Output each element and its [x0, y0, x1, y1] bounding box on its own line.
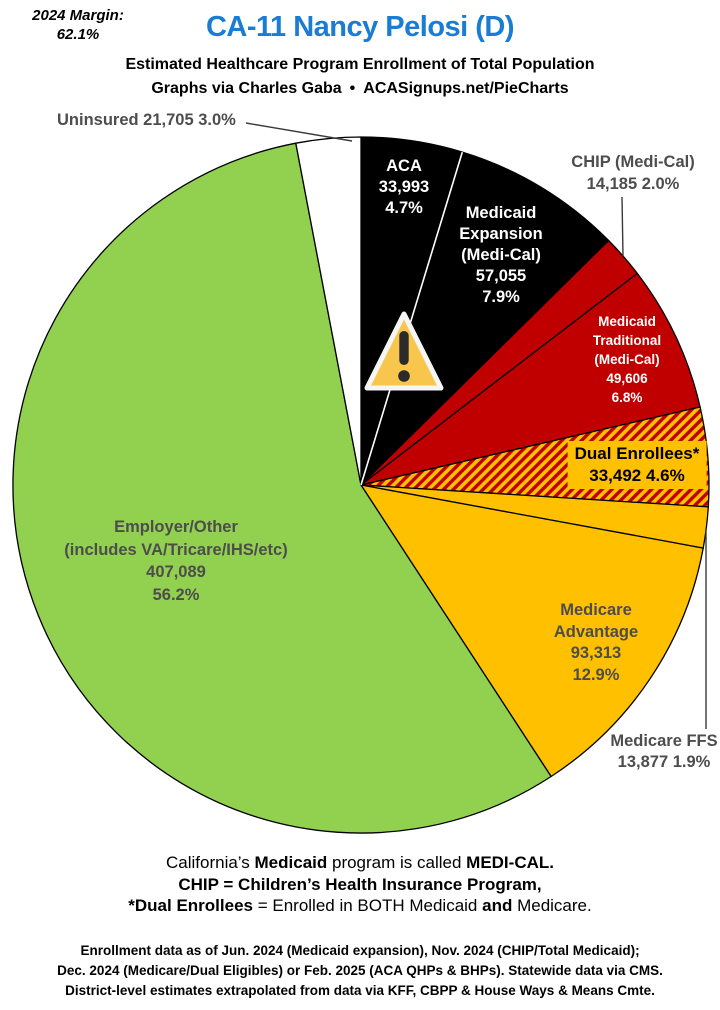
label-line: 49,606 [606, 371, 648, 386]
label-line: Dec. 2024 (Medicare/Dual Eligibles) or F… [57, 963, 663, 978]
label-line: Employer/Other [114, 518, 238, 536]
label-line: Medicaid [598, 314, 656, 329]
note-line: *Dual Enrollees = Enrolled in BOTH Medic… [0, 895, 720, 917]
note-segment: Medicare. [512, 896, 592, 915]
label-line: 6.8% [611, 390, 643, 405]
label-line: 14,185 2.0% [586, 175, 680, 193]
label-line: 93,313 [570, 644, 622, 662]
label-line: (includes VA/Tricare/IHS/etc) [64, 540, 288, 559]
note-segment: CHIP = Children’s Health Insurance Progr… [178, 874, 542, 894]
pie-overlays [245, 122, 707, 729]
aca-expansion-divider [360, 151, 464, 486]
label-line: Dual Enrollees* [574, 444, 700, 463]
label-line: Traditional [592, 333, 662, 348]
label-line: 56.2% [152, 585, 200, 604]
label-line: 57,055 [475, 267, 527, 285]
label-aca: ACA 33,993 4.7% [379, 156, 429, 219]
label-line: Enrollment data as of Jun. 2024 (Medicai… [80, 943, 640, 958]
margin-value: 62.1% [56, 26, 100, 43]
label-line: CHIP (Medi-Cal) [571, 153, 695, 171]
label-line: 7.9% [482, 288, 520, 306]
warning-triangle-icon [364, 311, 444, 391]
pie-slice-medicaid-traditional [360, 272, 701, 486]
label-line: Medicare [560, 601, 632, 619]
label-line: 12.9% [572, 665, 620, 684]
label-line: Medicare FFS [610, 732, 718, 750]
label-employer-other: Employer/Other (includes VA/Tricare/IHS/e… [64, 516, 287, 606]
pie-slice-uninsured [295, 136, 362, 486]
note-segment: and [482, 896, 513, 915]
label-dual-enrollees: Dual Enrollees* 33,492 4.6% [567, 441, 707, 489]
label-line: (Medi-Cal) [594, 352, 660, 367]
label-line: 33,492 4.6% [589, 466, 685, 485]
note-segment: program is called [327, 853, 467, 872]
note-segment: *Dual Enrollees [128, 896, 253, 915]
label-uninsured: Uninsured 21,705 3.0% [57, 111, 236, 129]
pie-slice-employer-other [12, 142, 552, 834]
label-line: Expansion [459, 225, 543, 243]
note-segment: MEDI-CAL. [466, 853, 554, 872]
note-segment: Medicaid [254, 853, 328, 872]
label-line: 33,993 [378, 178, 430, 196]
label-line: District-level estimates extrapolated fr… [65, 983, 655, 998]
uninsured-callout-line [245, 122, 353, 142]
margin-label: 2024 Margin: [32, 7, 124, 24]
label-medicaid-expansion: Medicaid Expansion (Medi-Cal) 57,055 7.9% [459, 203, 542, 308]
label-line: 4.7% [385, 199, 423, 217]
label-medicare-advantage: Medicare Advantage 93,313 12.9% [554, 600, 638, 686]
attribution: Graphs via Charles Gaba • ACASignups.net… [151, 80, 569, 97]
label-line: 13,877 1.9% [617, 753, 711, 771]
label-medicare-ffs: Medicare FFS 13,877 1.9% [610, 731, 717, 773]
subtitle: Estimated Healthcare Program Enrollment … [125, 56, 595, 73]
medicaid-notes: California’s Medicaid program is called … [0, 852, 720, 917]
label-line: (Medi-Cal) [461, 246, 541, 264]
label-medicaid-traditional: Medicaid Traditional (Medi-Cal) 49,606 6.8% [593, 312, 661, 407]
chip-callout-line [621, 196, 624, 257]
label-line: Advantage [553, 622, 639, 641]
data-source-footer: Enrollment data as of Jun. 2024 (Medicai… [0, 941, 720, 1001]
pie-wedges [12, 136, 710, 834]
note-line: CHIP = Children’s Health Insurance Progr… [0, 874, 720, 896]
note-segment: California’s [166, 853, 255, 872]
label-line: 407,089 [146, 563, 206, 581]
note-segment: = Enrolled in BOTH Medicaid [252, 896, 483, 915]
label-line: ACA [386, 157, 422, 175]
pie-slice-medicare-advantage [360, 484, 704, 778]
label-line: Medicaid [465, 204, 537, 222]
label-chip: CHIP (Medi-Cal) 14,185 2.0% [571, 151, 694, 195]
note-line: California’s Medicaid program is called … [0, 852, 720, 874]
margin-note: 2024 Margin: 62.1% [8, 6, 148, 44]
page-title: CA-11 Nancy Pelosi (D) [205, 11, 515, 43]
pie-slice-medicaid-expansion [360, 151, 610, 486]
